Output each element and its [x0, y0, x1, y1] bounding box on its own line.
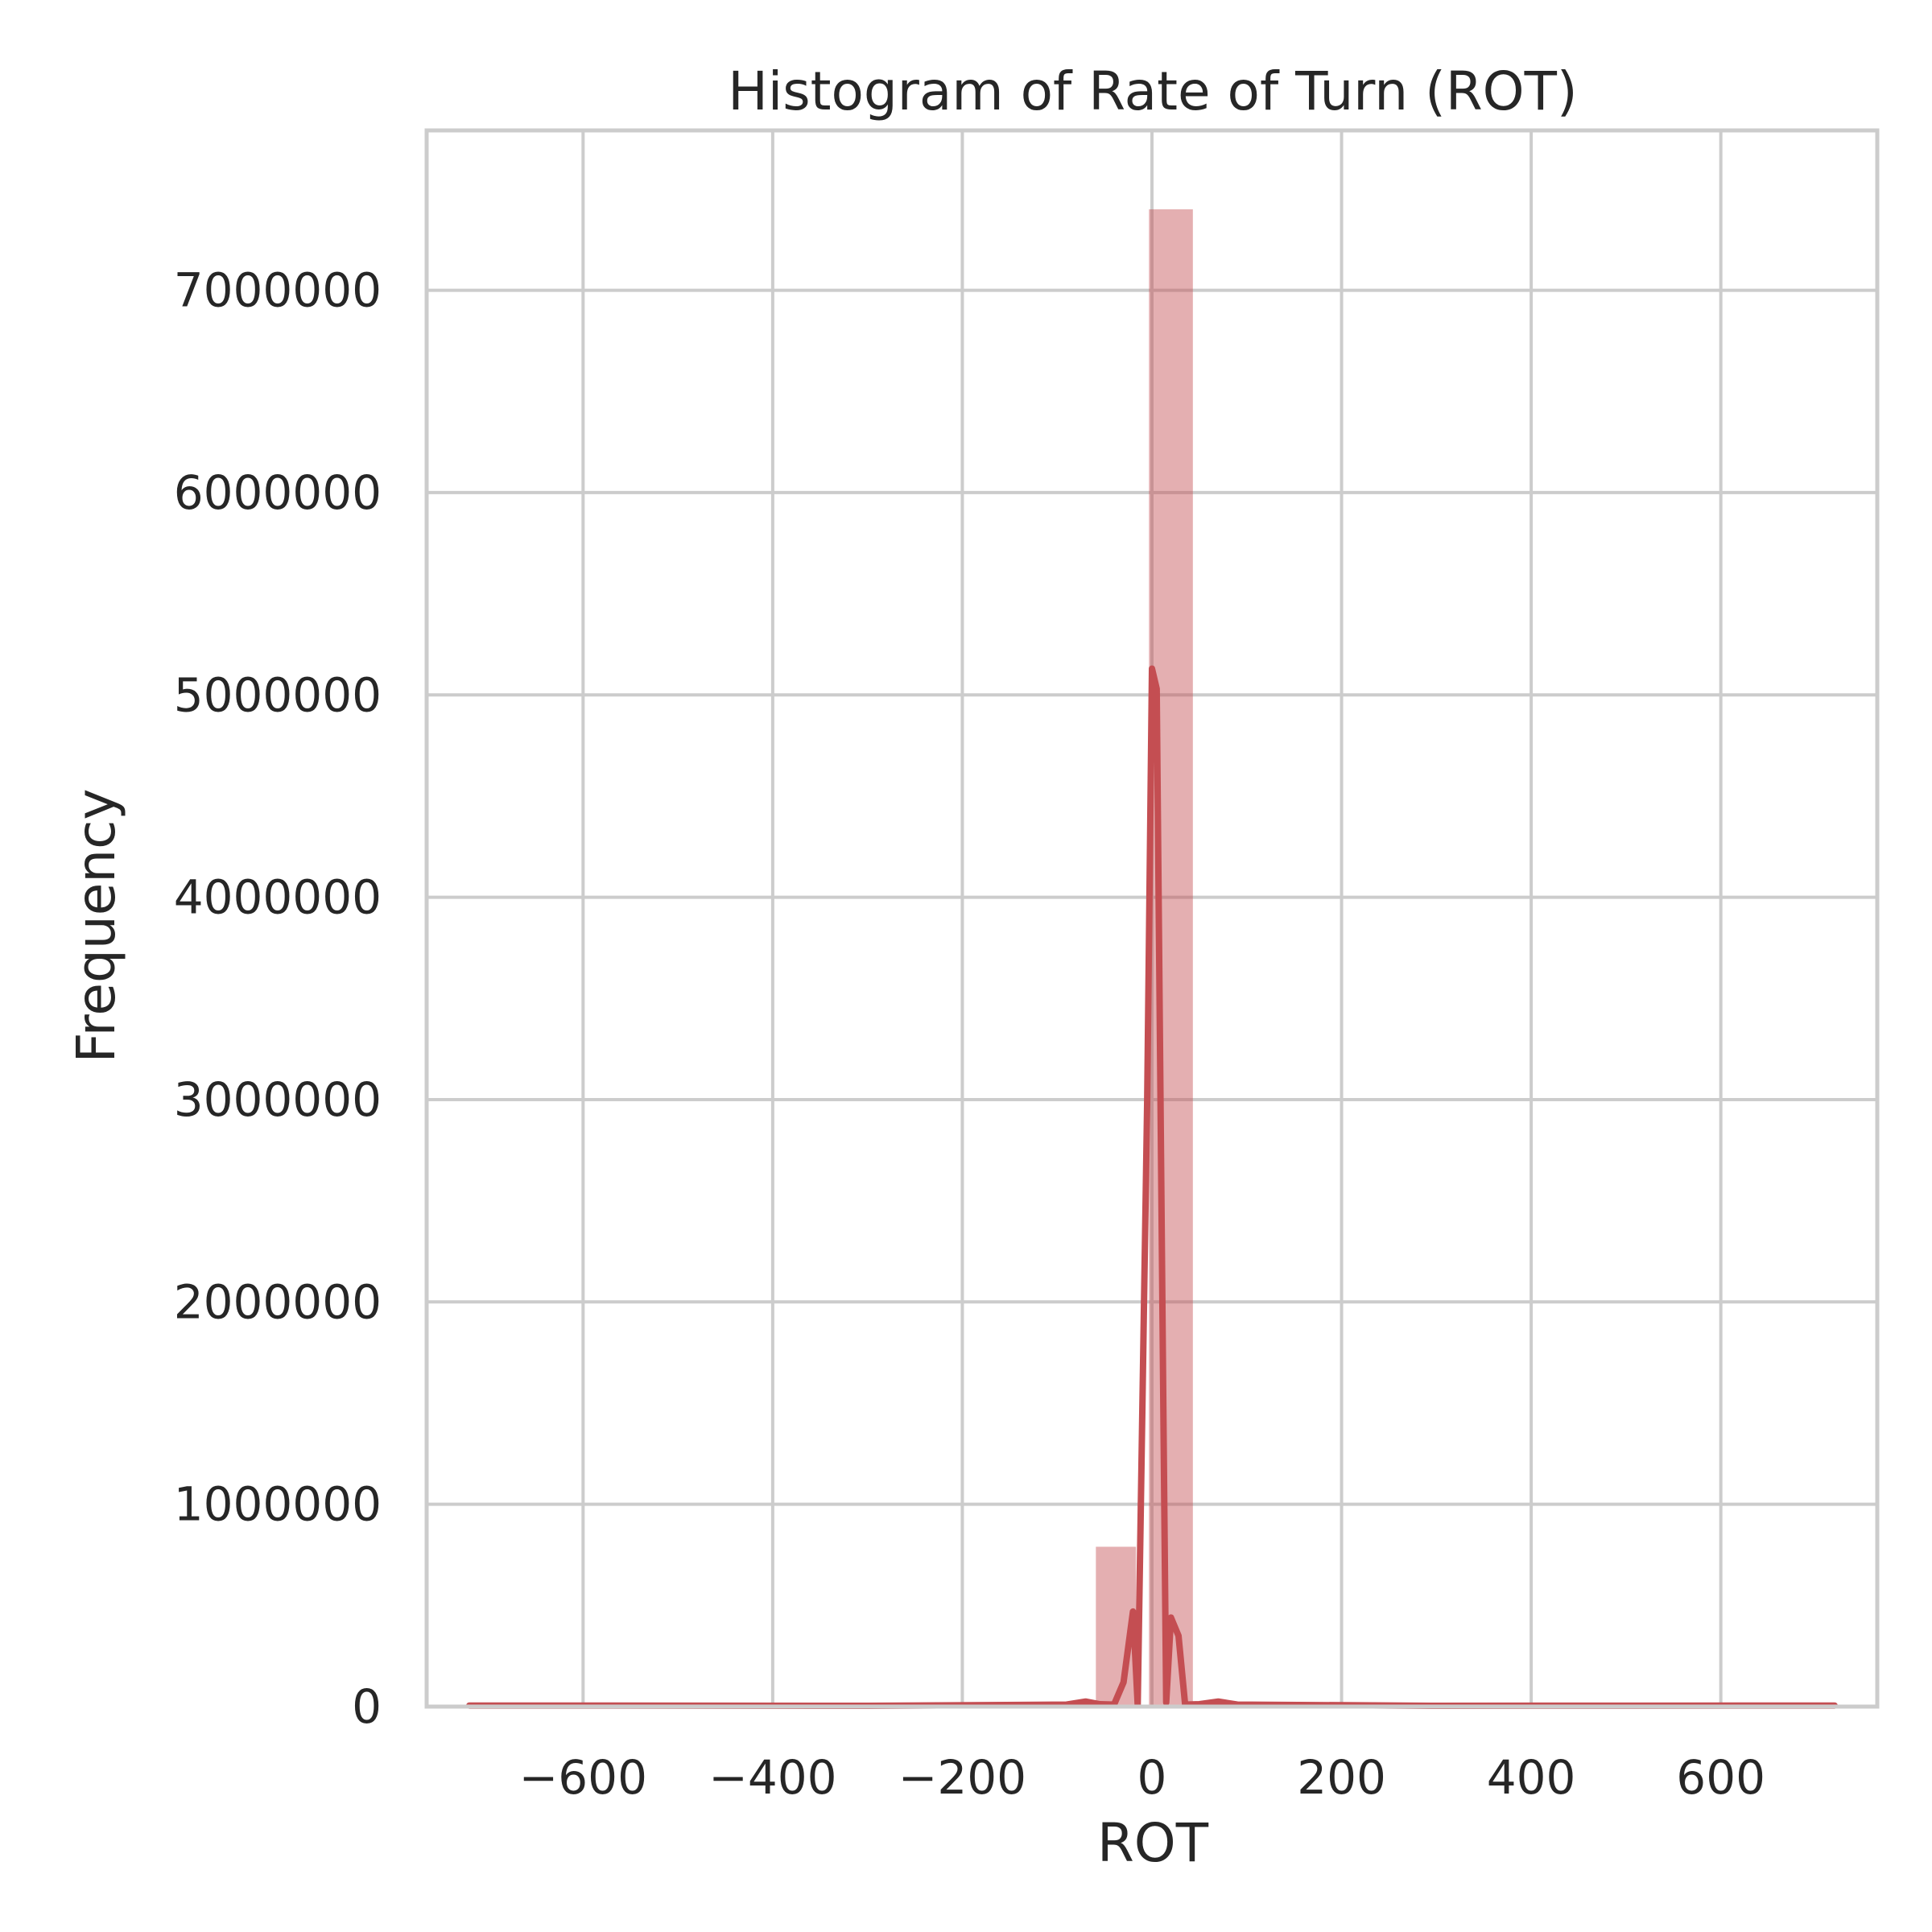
plot-frame: [424, 128, 1880, 1709]
y-tick-label: 3000000: [174, 1072, 382, 1127]
y-tick-label: 4000000: [174, 870, 382, 925]
x-tick-label: 0: [1137, 1750, 1167, 1805]
x-tick-label: 600: [1676, 1750, 1765, 1805]
y-tick-label: 1000000: [174, 1477, 382, 1532]
x-tick-label: −400: [708, 1750, 836, 1805]
y-tick-labels: 0 1000000 2000000 3000000 4000000 5000000 6000…: [174, 263, 382, 1734]
histogram-bar: [1149, 209, 1193, 1707]
chart-title: Histogram of Rate of Turn (ROT): [728, 60, 1577, 122]
y-axis-label: Frequency: [65, 789, 127, 1063]
y-tick-label: 7000000: [174, 263, 382, 318]
x-axis-label: ROT: [1097, 1812, 1209, 1874]
x-tick-label: −600: [519, 1750, 647, 1805]
x-tick-label: 400: [1487, 1750, 1576, 1805]
y-tick-label: 6000000: [174, 465, 382, 520]
kde-curve: [466, 665, 1838, 1709]
y-tick-label: 2000000: [174, 1274, 382, 1329]
y-tick-label: 0: [352, 1679, 382, 1734]
x-tick-label: −200: [898, 1750, 1026, 1805]
x-tick-label: 200: [1297, 1750, 1386, 1805]
x-tick-labels: −600 −400 −200 0 200 400 600: [519, 1750, 1765, 1805]
y-tick-label: 5000000: [174, 667, 382, 722]
